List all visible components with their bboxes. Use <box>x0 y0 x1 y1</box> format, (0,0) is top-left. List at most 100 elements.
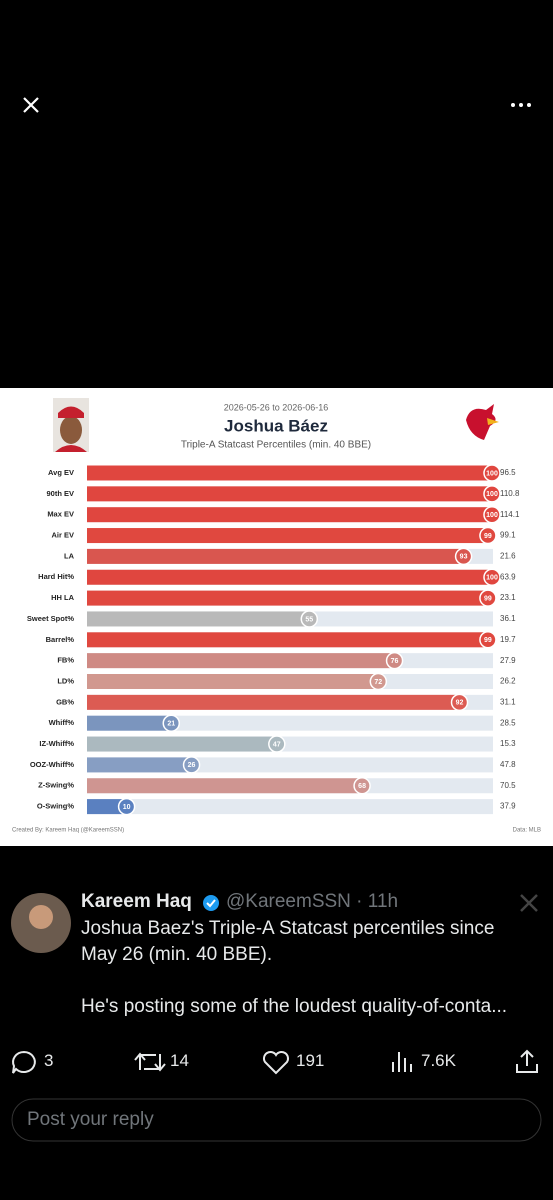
percentile-label: 47 <box>273 741 281 748</box>
percentile-badge <box>300 610 319 628</box>
avatar-face <box>29 905 53 929</box>
percentile-badge <box>117 797 136 816</box>
percentile-label: 92 <box>456 700 464 707</box>
stat-value: 27.9 <box>500 656 516 665</box>
views-icon[interactable] <box>392 1052 412 1072</box>
tweet-line: May 26 (min. 40 BBE). <box>81 944 273 965</box>
author-name[interactable]: Kareem Haq <box>81 891 192 912</box>
team-logo <box>466 404 499 440</box>
category-label: O-Swing% <box>37 802 74 811</box>
percentile-label: 76 <box>391 658 399 665</box>
percentile-badge <box>450 693 469 712</box>
percentile-label: 100 <box>486 512 498 519</box>
category-label: Avg EV <box>48 468 74 477</box>
bar <box>87 653 396 669</box>
stat-value: 26.2 <box>500 677 516 686</box>
source: Data: MLB <box>513 828 541 834</box>
reply-box[interactable] <box>11 1098 542 1142</box>
percentile-badge <box>479 589 497 607</box>
category-label: Z-Swing% <box>38 781 74 790</box>
category-label: Air EV <box>51 531 74 540</box>
category-label: FB% <box>57 656 74 665</box>
date-range: 2026-05-26 to 2026-06-16 <box>224 402 329 412</box>
repost-count: 14 <box>170 1051 189 1070</box>
category-label: Whiff% <box>49 718 75 727</box>
bar <box>87 611 311 627</box>
percentile-badge <box>385 651 404 670</box>
stat-value: 99.1 <box>500 531 516 540</box>
player-photo <box>53 398 89 452</box>
category-label: Hard Hit% <box>38 572 74 581</box>
time: 11h <box>367 891 399 912</box>
percentile-badge <box>162 714 181 732</box>
percentile-badge <box>483 568 501 586</box>
percentile-badge <box>353 777 371 795</box>
stat-value: 63.9 <box>500 572 516 581</box>
bar <box>87 548 465 564</box>
handle[interactable]: @KareemSSN <box>226 891 351 912</box>
bar <box>87 486 493 502</box>
percentile-label: 100 <box>486 575 498 582</box>
percentile-label: 26 <box>188 762 196 769</box>
bar-track <box>87 799 493 815</box>
bar <box>87 778 364 794</box>
stat-value: 23.1 <box>500 593 516 602</box>
chart-title: Joshua Báez <box>224 416 328 435</box>
percentile-label: 68 <box>358 783 366 790</box>
repost-icon[interactable] <box>134 1052 166 1072</box>
stat-value: 96.5 <box>500 468 516 477</box>
stat-value: 28.5 <box>500 718 516 727</box>
category-label: LD% <box>57 676 74 685</box>
percentile-badge <box>483 464 501 482</box>
reply-icon[interactable] <box>12 1050 36 1074</box>
like-icon[interactable] <box>262 1050 290 1075</box>
bar <box>87 674 380 689</box>
percentile-label: 100 <box>486 470 498 477</box>
bar <box>87 465 493 481</box>
close-button[interactable] <box>23 97 39 113</box>
bar-track <box>87 715 493 731</box>
category-label: LA <box>64 551 75 560</box>
percentile-label: 72 <box>374 679 382 686</box>
more-button[interactable] <box>511 103 531 107</box>
category-label: Barrel% <box>46 635 75 644</box>
percentile-badge <box>454 547 473 566</box>
separator: · <box>356 891 363 912</box>
stat-value: 19.7 <box>500 635 516 644</box>
percentile-label: 99 <box>484 595 492 602</box>
percentile-label: 99 <box>484 533 492 540</box>
percentile-badge <box>182 756 201 774</box>
tweet-line: Joshua Baez's Triple-A Statcast percenti… <box>81 918 495 939</box>
percentile-label: 93 <box>460 554 468 561</box>
bar <box>87 590 489 606</box>
bar <box>87 736 278 752</box>
bar <box>87 694 461 710</box>
category-label: 90th EV <box>46 489 74 498</box>
percentile-badge <box>479 526 497 545</box>
bar <box>87 632 489 648</box>
category-label: HH LA <box>51 593 74 602</box>
percentile-badge <box>479 631 497 649</box>
stat-value: 47.8 <box>500 760 516 769</box>
reply-placeholder[interactable]: Post your reply <box>27 1109 154 1130</box>
like-count: 191 <box>296 1051 325 1070</box>
percentile-label: 21 <box>167 721 175 728</box>
percentile-label: 10 <box>123 804 131 811</box>
category-label: Sweet Spot% <box>27 614 74 623</box>
grok-icon[interactable] <box>520 894 538 912</box>
tweet-line: He's posting some of the loudest quality… <box>81 996 508 1017</box>
bar <box>87 757 193 773</box>
bar <box>87 799 128 815</box>
stat-value: 15.3 <box>500 739 516 748</box>
share-icon[interactable] <box>516 1049 538 1073</box>
stat-value: 31.1 <box>500 697 516 706</box>
meta: @KareemSSN · 11h <box>226 891 398 913</box>
stat-value: 70.5 <box>500 781 516 790</box>
percentile-badge <box>483 485 501 503</box>
bar <box>87 507 493 523</box>
percentile-badge <box>268 735 286 753</box>
credit: Created By: Kareem Haq (@KareemSSN) <box>12 828 124 834</box>
category-label: Max EV <box>47 510 74 519</box>
